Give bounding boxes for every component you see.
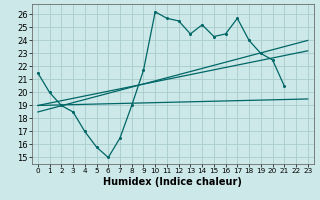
X-axis label: Humidex (Indice chaleur): Humidex (Indice chaleur) — [103, 177, 242, 187]
